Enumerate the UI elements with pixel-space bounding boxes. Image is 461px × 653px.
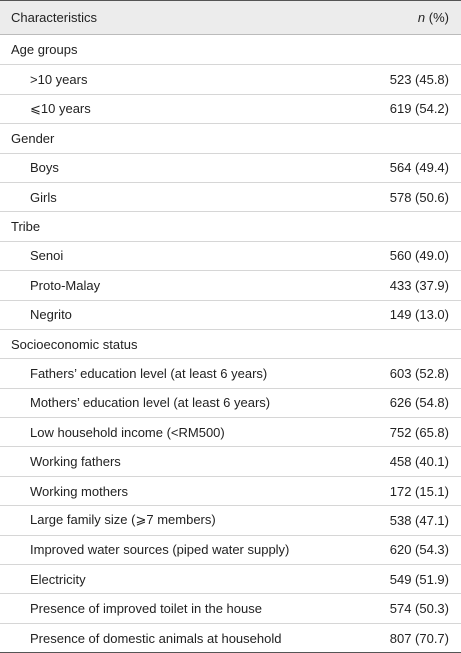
item-row: Working fathers 458 (40.1): [0, 446, 461, 475]
row-label: Girls: [30, 189, 57, 205]
row-value: 538 (47.1): [389, 512, 449, 528]
item-row: Electricity 549 (51.9): [0, 564, 461, 593]
row-value: 560 (49.0): [389, 248, 449, 264]
row-label: ⩽10 years: [30, 100, 91, 116]
item-row: Improved water sources (piped water supp…: [0, 534, 461, 564]
item-row: Low household income (<RM500) 752 (65.8): [0, 417, 461, 446]
row-value: 620 (54.3): [389, 542, 449, 558]
row-value: 458 (40.1): [389, 454, 449, 470]
item-row: Girls 578 (50.6): [0, 181, 461, 211]
item-row: Negrito 149 (13.0): [0, 299, 461, 329]
item-row: Presence of domestic animals at househol…: [0, 622, 461, 652]
item-row: Large family size (⩾7 members) 538 (47.1): [0, 505, 461, 534]
group-row: Gender: [0, 123, 461, 152]
row-label: Electricity: [30, 571, 86, 587]
item-row: Working mothers 172 (15.1): [0, 475, 461, 505]
row-label: Presence of improved toilet in the house: [30, 601, 262, 617]
row-value: 149 (13.0): [389, 307, 449, 323]
row-label: Tribe: [11, 219, 41, 235]
header-row: Characteristics n (%): [0, 1, 461, 35]
row-label: Large family size (⩾7 members): [30, 512, 216, 528]
row-label: Working fathers: [30, 454, 121, 470]
row-label: >10 years: [30, 72, 88, 88]
header-symbol: n: [417, 10, 426, 25]
row-value: 626 (54.8): [389, 395, 449, 411]
row-value: 603 (52.8): [389, 365, 449, 381]
item-row: Fathers’ education level (at least 6 yea…: [0, 358, 461, 387]
row-value: 172 (15.1): [389, 483, 449, 499]
row-value: 752 (65.8): [389, 424, 449, 440]
row-label: Improved water sources (piped water supp…: [30, 542, 290, 558]
row-label: Boys: [30, 160, 59, 176]
item-row: Senoi 560 (49.0): [0, 240, 461, 270]
row-label: Negrito: [30, 307, 72, 323]
row-value: 523 (45.8): [389, 72, 449, 88]
row-value: 619 (54.2): [389, 101, 449, 117]
group-row: Socioeconomic status: [0, 328, 461, 358]
row-value: 564 (49.4): [389, 160, 449, 176]
header-cell: Characteristics: [11, 10, 97, 25]
row-label: Socioeconomic status: [11, 336, 138, 352]
item-row: ⩽10 years 619 (54.2): [0, 93, 461, 123]
row-label: Low household income (<RM500): [30, 424, 225, 440]
group-row: Age groups: [0, 35, 461, 64]
row-label: Working mothers: [30, 483, 129, 499]
item-row: Proto-Malay 433 (37.9): [0, 270, 461, 299]
row-label: Mothers’ education level (at least 6 yea…: [30, 395, 271, 411]
row-label: Fathers’ education level (at least 6 yea…: [30, 365, 268, 381]
row-value: 574 (50.3): [389, 601, 449, 617]
group-row: Tribe: [0, 211, 461, 240]
row-value: 433 (37.9): [389, 277, 449, 293]
row-label: Gender: [11, 130, 55, 146]
row-label: Senoi: [30, 248, 64, 264]
item-row: >10 years 523 (45.8): [0, 64, 461, 93]
item-row: Presence of improved toilet in the house…: [0, 593, 461, 622]
row-label: Proto-Malay: [30, 277, 101, 293]
row-label: Age groups: [11, 42, 78, 58]
header-unit: (%): [428, 10, 449, 25]
row-value: 549 (51.9): [389, 571, 449, 587]
header-cell: n (%): [418, 10, 449, 25]
row-value: 807 (70.7): [389, 630, 449, 646]
row-label: Presence of domestic animals at househol…: [30, 630, 282, 646]
item-row: Mothers’ education level (at least 6 yea…: [0, 387, 461, 417]
row-value: 578 (50.6): [389, 189, 449, 205]
item-row: Boys 564 (49.4): [0, 152, 461, 182]
